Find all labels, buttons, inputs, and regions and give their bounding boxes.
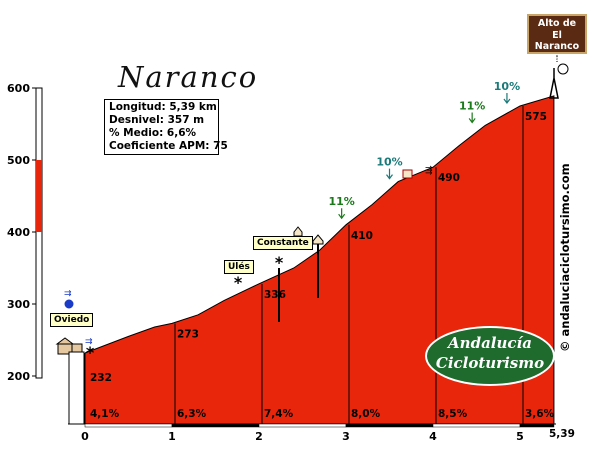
y-axis-band-red	[36, 160, 42, 232]
x-tick-label: 1	[168, 430, 176, 443]
x-tick-label: 5	[516, 430, 524, 443]
ramp-label: 10%	[494, 80, 520, 93]
summit-line-2: El Naranco	[534, 29, 580, 53]
y-tick-label: 200	[7, 370, 30, 383]
info-length: Longitud: 5,39 km	[109, 101, 217, 113]
y-tick-label: 600	[7, 82, 30, 95]
slope-labels: 4,1% 6,3% 7,4% 8,0% 8,5% 3,6%	[90, 408, 555, 420]
summit-line-1: Alto de	[537, 18, 577, 29]
altitude-label: 232	[90, 372, 112, 384]
info-avg-gradient: % Medio: 6,6%	[109, 127, 197, 139]
slope-label: 8,0%	[351, 408, 381, 420]
info-box: Longitud: 5,39 km Desnivel: 357 m % Medi…	[104, 99, 228, 155]
constante-star-icon: *	[275, 253, 284, 272]
ramp-arrow-icon	[468, 112, 476, 124]
y-tick-label: 300	[7, 298, 30, 311]
x-tick-label: 3	[342, 430, 350, 443]
ramp-label: 10%	[376, 156, 402, 169]
ramp-label: 11%	[459, 99, 485, 112]
decor-markers: * * * ⇶ ⇉ ⇉	[55, 54, 569, 425]
altitude-label: 336	[264, 289, 286, 301]
x-axis-bar	[84, 423, 555, 428]
slope-label: 7,4%	[264, 408, 294, 420]
summit-label: Alto de El Naranco 589 m	[527, 14, 587, 64]
y-tick-label: 400	[7, 226, 30, 239]
y-tick-label: 500	[7, 154, 30, 167]
house-icon	[402, 169, 413, 179]
church-icon	[293, 226, 303, 237]
start-bike-icon: ⇉	[64, 289, 72, 299]
x-tick-label: 0	[81, 430, 89, 443]
altitude-label: 410	[351, 230, 373, 242]
altitude-label: 575	[525, 111, 547, 123]
x-axis-segment	[432, 423, 521, 428]
slope-label: 4,1%	[90, 408, 120, 420]
summit-antenna-icon	[549, 68, 559, 99]
slope-label: 6,3%	[177, 408, 207, 420]
start-village-icon	[55, 337, 85, 425]
info-climb: Desnivel: 357 m	[109, 114, 205, 126]
x-tick-label: 2	[255, 430, 263, 443]
altitude-label: 273	[177, 328, 199, 340]
place-ules: Ulés	[224, 260, 254, 274]
x-axis-segment	[171, 423, 260, 428]
start-arrow-icon: ⇉	[85, 337, 93, 347]
credit-text: © andaluciaciclotursimo.com	[558, 163, 572, 352]
x-axis-segment	[258, 423, 347, 428]
x-axis-segment	[519, 423, 555, 428]
info-apm: Coeficiente APM: 75	[109, 140, 228, 152]
x-axis-segment	[84, 423, 173, 428]
chart-title: Naranco	[118, 60, 259, 94]
altitude-labels: 232 273 336 410 490 575	[90, 111, 547, 384]
x-end-label: 5,39	[549, 428, 575, 440]
ramp-label: 11%	[328, 195, 354, 208]
place-constante: Constante	[253, 236, 313, 250]
x-tick-label: 4	[429, 430, 437, 443]
km-lines	[174, 106, 524, 424]
uless-star-icon: *	[234, 273, 243, 292]
summit-line-3: 589 m	[540, 52, 574, 64]
brand-logo: Andalucía Cicloturismo	[425, 326, 555, 386]
x-axis-ticks: 0 1 2 3 4 5 5,39	[81, 428, 575, 443]
slope-label: 8,5%	[438, 408, 468, 420]
place-oviedo: Oviedo	[50, 313, 94, 327]
y-axis-ticks: 200 300 400 500 600	[7, 82, 36, 383]
ramp-markers: 11% 10% 11% 10%	[328, 80, 520, 220]
slope-label: 3,6%	[525, 408, 555, 420]
ramp-arrow-icon	[338, 208, 346, 220]
ramp-arrow-icon	[386, 168, 393, 180]
bike-icon: ⇶	[425, 165, 433, 176]
summit-camera-icon	[557, 63, 569, 75]
y-axis-band-white	[35, 87, 43, 379]
altitude-label: 490	[438, 172, 460, 184]
ramp-arrow-icon	[503, 93, 511, 104]
start-roundabout-icon	[63, 298, 75, 310]
x-axis-segment	[345, 423, 434, 428]
chapel-icon	[312, 234, 324, 245]
start-star-icon: *	[86, 343, 95, 362]
logo-line-1: Andalucía	[448, 334, 532, 352]
logo-line-2: Cicloturismo	[435, 354, 545, 372]
